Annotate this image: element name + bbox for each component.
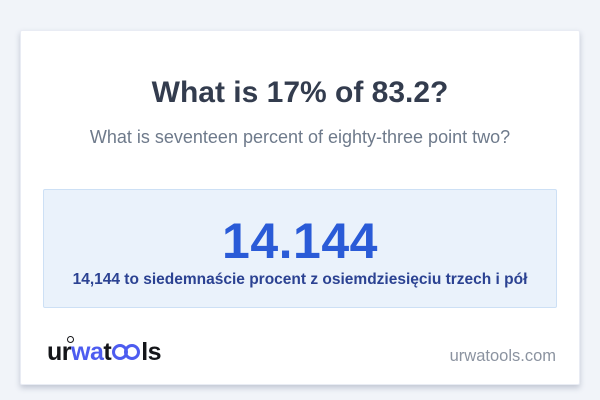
glasses-right-lens <box>124 344 141 360</box>
urwatools-logo[interactable]: ur wat ls <box>47 336 162 366</box>
question-title: What is 17% of 83.2? <box>151 76 449 109</box>
site-domain-text: urwatools.com <box>449 347 556 365</box>
logo-text-ls: ls <box>141 338 162 366</box>
answer-box: 14.144 14,144 to siedemnaście procent z … <box>43 189 557 308</box>
logo-text-ur: ur <box>47 338 72 366</box>
card-footer: ur wat ls urwatools.com <box>21 336 579 384</box>
glasses-oo-icon <box>112 339 141 366</box>
answer-sentence-polish: 14,144 to siedemnaście procent z osiemdz… <box>72 271 528 288</box>
logo-text-t: t <box>103 338 112 366</box>
result-card: What is 17% of 83.2? What is seventeen p… <box>20 30 580 385</box>
answer-value: 14.144 <box>222 213 378 269</box>
logo-text-wa: wa <box>67 336 104 366</box>
question-subtitle: What is seventeen percent of eighty-thre… <box>89 127 511 147</box>
ring-icon <box>67 336 74 343</box>
